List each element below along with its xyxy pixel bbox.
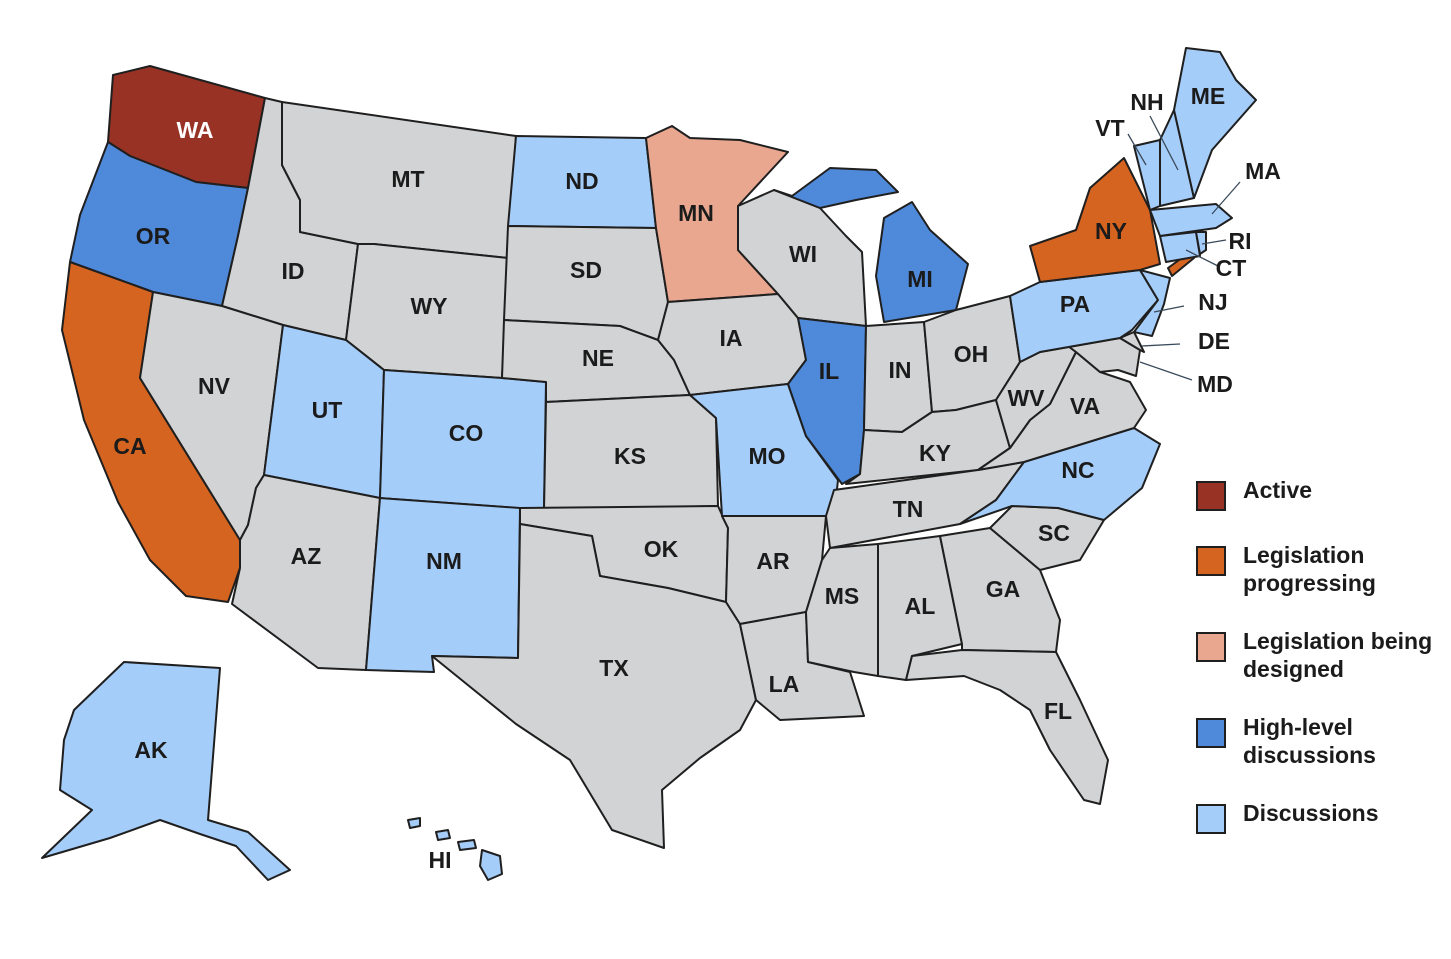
legend-label: Active (1243, 477, 1313, 503)
state-az[interactable] (231, 474, 381, 671)
label-id: ID (282, 258, 305, 284)
label-ok: OK (644, 536, 679, 562)
label-ga: GA (986, 576, 1021, 602)
legend: Active Legislation progressing Legislati… (1196, 476, 1443, 864)
label-nm: NM (426, 548, 462, 574)
leader-lines (1127, 115, 1241, 381)
label-ny: NY (1095, 218, 1127, 244)
label-ia: IA (720, 325, 743, 351)
state-hi[interactable] (407, 817, 503, 881)
label-tx: TX (599, 655, 629, 681)
legend-swatch (1196, 718, 1226, 748)
label-in: IN (889, 357, 912, 383)
label-ms: MS (825, 583, 860, 609)
label-ak: AK (134, 737, 168, 763)
state-nc[interactable] (959, 427, 1161, 525)
label-az: AZ (291, 543, 322, 569)
label-mt: MT (391, 166, 424, 192)
state-me[interactable] (1173, 47, 1257, 199)
state-nj[interactable] (1133, 269, 1171, 337)
label-wy: WY (410, 293, 447, 319)
legend-label: Legislation being designed (1243, 628, 1433, 682)
legend-item-active: Active (1196, 476, 1443, 511)
label-nj: NJ (1198, 289, 1227, 315)
label-nh: NH (1130, 89, 1163, 115)
label-ma: MA (1245, 158, 1281, 184)
label-ne: NE (582, 345, 614, 371)
label-ky: KY (919, 440, 951, 466)
label-wa: WA (176, 117, 213, 143)
state-fl[interactable] (905, 649, 1109, 805)
label-ca: CA (113, 433, 146, 459)
label-pa: PA (1060, 291, 1090, 317)
legend-label: Legislation progressing (1243, 542, 1376, 596)
label-il: IL (819, 358, 839, 384)
label-nc: NC (1061, 457, 1094, 483)
label-or: OR (136, 223, 171, 249)
label-md: MD (1197, 371, 1233, 397)
label-mi: MI (907, 266, 933, 292)
label-fl: FL (1044, 698, 1072, 724)
state-ks[interactable] (543, 394, 719, 511)
label-nv: NV (198, 373, 231, 399)
label-ks: KS (614, 443, 646, 469)
label-ri: RI (1229, 228, 1252, 254)
label-sc: SC (1038, 520, 1070, 546)
legend-label: High-level discussions (1243, 714, 1376, 768)
label-sd: SD (570, 257, 602, 283)
legend-swatch (1196, 546, 1226, 576)
legend-swatch (1196, 804, 1226, 834)
label-co: CO (449, 420, 484, 446)
label-wi: WI (789, 241, 817, 267)
label-la: LA (769, 671, 800, 697)
state-ak[interactable] (41, 661, 291, 881)
label-mn: MN (678, 200, 714, 226)
legend-swatch (1196, 481, 1226, 511)
legend-item-legislation-progressing: Legislation progressing (1196, 541, 1443, 597)
state-nm[interactable] (365, 497, 521, 673)
label-ar: AR (756, 548, 790, 574)
legend-swatch (1196, 632, 1226, 662)
label-al: AL (905, 593, 936, 619)
legend-label: Discussions (1243, 800, 1379, 826)
legend-item-high-level-discussions: High-level discussions (1196, 713, 1443, 769)
label-va: VA (1070, 393, 1100, 419)
label-de: DE (1198, 328, 1230, 354)
state-ri[interactable] (1195, 231, 1207, 255)
label-ct: CT (1216, 255, 1247, 281)
legend-item-legislation-being-designed: Legislation being designed (1196, 627, 1443, 683)
label-mo: MO (748, 443, 785, 469)
label-wv: WV (1007, 385, 1045, 411)
label-ut: UT (312, 397, 343, 423)
label-hi: HI (429, 847, 452, 873)
state-ma[interactable] (1149, 203, 1233, 237)
label-vt: VT (1095, 115, 1124, 141)
state-tx[interactable] (431, 523, 757, 849)
label-me: ME (1191, 83, 1226, 109)
legend-item-discussions: Discussions (1196, 799, 1443, 834)
state-labels: WA OR CA ID NV MT WY UT AZ CO NM ND SD N… (113, 83, 1281, 873)
label-nd: ND (565, 168, 598, 194)
state-mi[interactable] (773, 167, 969, 323)
state-ct[interactable] (1159, 231, 1201, 263)
state-de[interactable] (1119, 331, 1145, 353)
label-oh: OH (954, 341, 989, 367)
label-tn: TN (893, 496, 924, 522)
